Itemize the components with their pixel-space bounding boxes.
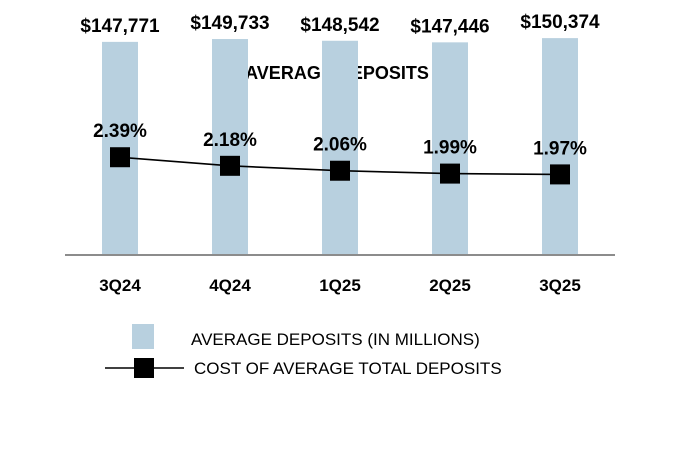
- x-tick-label: 3Q24: [99, 276, 141, 295]
- cost-value-label: 1.97%: [533, 138, 587, 159]
- labels-layer: $147,771 2.39% $149,733 2.18% $148,542 2.06% $…: [80, 12, 600, 159]
- cost-value-label: 1.99%: [423, 138, 477, 159]
- cost-marker-1q25: [330, 160, 350, 181]
- deposit-bar-4q24: [212, 39, 248, 255]
- deposit-bar-1q25: [322, 40, 358, 255]
- legend-line-marker: [134, 358, 154, 378]
- x-tick-label: 3Q25: [539, 276, 581, 295]
- bars-layer: [102, 38, 578, 256]
- cost-value-label: 2.18%: [203, 130, 257, 151]
- bar-value-label: $147,771: [80, 16, 160, 37]
- cost-marker-4q24: [220, 155, 240, 176]
- deposit-bar-2q25: [432, 42, 468, 256]
- x-tick-label: 2Q25: [429, 276, 471, 295]
- bar-value-label: $148,542: [300, 15, 379, 36]
- cost-marker-3q24: [110, 147, 130, 168]
- x-tick-label: 1Q25: [319, 276, 361, 295]
- deposit-bar-3q25: [542, 38, 578, 255]
- cost-value-label: 2.39%: [93, 121, 147, 142]
- cost-marker-3q25: [550, 164, 570, 185]
- x-tick-labels: 3Q24 4Q24 1Q25 2Q25 3Q25: [99, 276, 581, 295]
- cost-value-label: 2.06%: [313, 135, 367, 156]
- cost-marker-2q25: [440, 163, 460, 184]
- bar-value-label: $149,733: [190, 13, 269, 34]
- bar-value-label: $150,374: [520, 12, 600, 33]
- markers-layer: [110, 147, 570, 185]
- legend-bar-label: AVERAGE DEPOSITS (IN MILLIONS): [191, 330, 480, 349]
- legend-line-label: COST OF AVERAGE TOTAL DEPOSITS: [194, 359, 502, 378]
- x-tick-label: 4Q24: [209, 276, 251, 295]
- legend: AVERAGE DEPOSITS (IN MILLIONS) COST OF A…: [105, 324, 502, 378]
- bar-value-label: $147,446: [410, 16, 489, 37]
- legend-bar-swatch: [132, 324, 154, 349]
